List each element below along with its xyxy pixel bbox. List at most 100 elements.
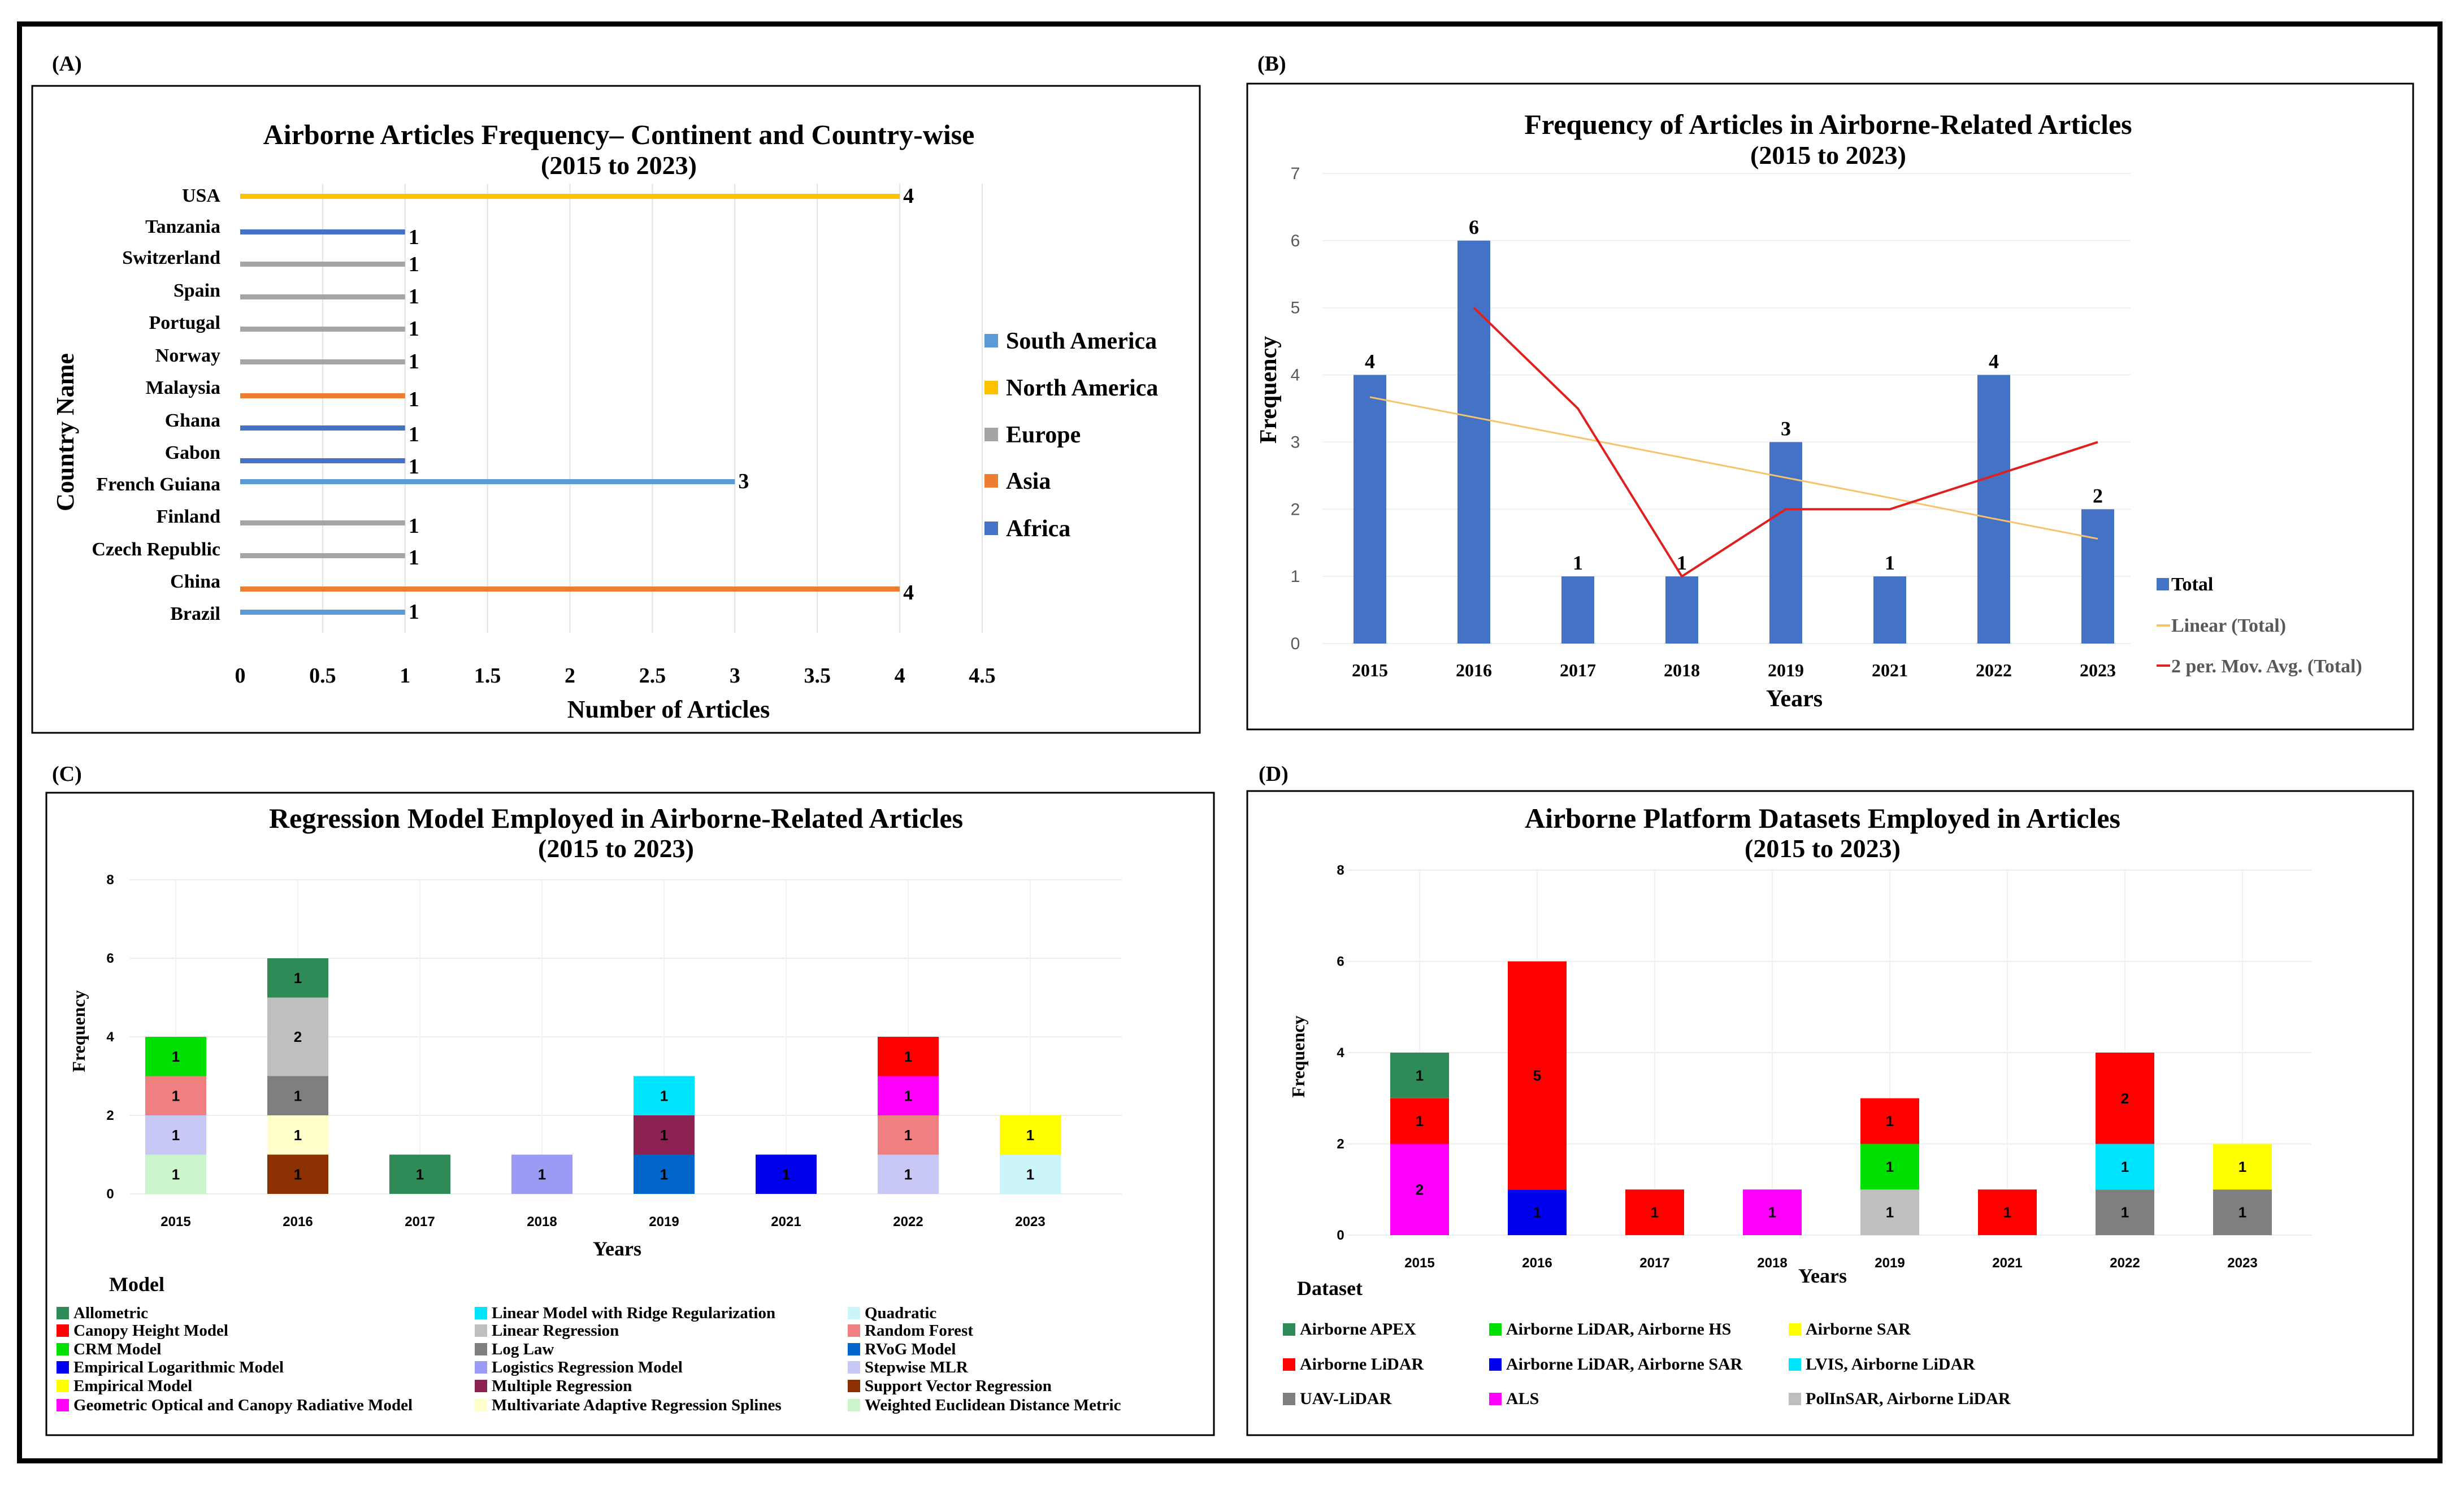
panel-c-legend-label: Weighted Euclidean Distance Metric <box>865 1396 1121 1414</box>
panel-c-title: Regression Model Employed in Airborne-Re… <box>269 802 963 834</box>
panel-a-bar <box>240 393 405 398</box>
panel-d-segment-label: 2 <box>2121 1090 2129 1107</box>
panel-c-bar-segment <box>878 1037 939 1076</box>
panel-d-y-tick: 4 <box>1337 1045 1344 1061</box>
panel-d-y-axis-title: Frequency <box>1288 1015 1308 1097</box>
panel-a-bar <box>240 327 405 332</box>
panel-c-bar-segment <box>878 1154 939 1194</box>
panel-c-label: (C) <box>52 762 82 786</box>
panel-a-x-tick: 0 <box>235 664 246 688</box>
panel-c-legend-label: RVoG Model <box>865 1340 956 1358</box>
panel-c-legend-label: CRM Model <box>73 1340 161 1358</box>
panel-d-x-tick: 2021 <box>1992 1255 2022 1271</box>
panel-d-segment-label: 1 <box>1768 1204 1776 1221</box>
panel-c-x-axis-title: Years <box>593 1237 641 1260</box>
panel-a-bar <box>240 425 405 431</box>
panel-b-x-axis-title: Years <box>1766 686 1823 712</box>
panel-a-category-label: Brazil <box>170 603 220 624</box>
panel-a-category-label: USA <box>182 185 220 206</box>
panel-c-x-tick: 2022 <box>893 1214 923 1229</box>
panel-c-frame <box>45 792 1215 1436</box>
panel-b-y-tick: 1 <box>1291 567 1300 586</box>
panel-b-bar <box>1665 576 1698 644</box>
panel-b-bar <box>1457 240 1490 644</box>
panel-d-segment-label: 2 <box>1416 1181 1424 1198</box>
panel-c-segment-label: 1 <box>660 1127 668 1144</box>
panel-d-segment-label: 1 <box>1416 1113 1424 1129</box>
panel-d-legend-title: Dataset <box>1297 1277 1363 1300</box>
panel-a-bar <box>240 294 405 299</box>
panel-d-y-tick: 2 <box>1337 1137 1344 1152</box>
panel-c-legend-swatch <box>475 1324 487 1337</box>
panel-c-legend-swatch <box>57 1380 69 1392</box>
panel-a-x-tick: 1 <box>400 664 410 688</box>
panel-d-y-tick: 8 <box>1337 863 1344 878</box>
panel-b-bar <box>1354 375 1386 644</box>
panel-c-y-tick: 4 <box>106 1029 114 1045</box>
panel-a-bar <box>240 479 735 484</box>
panel-d-bar-segment <box>1508 961 1567 1190</box>
panel-d-segment-label: 1 <box>2121 1204 2129 1221</box>
panel-c-legend-label: Empirical Logarithmic Model <box>73 1358 284 1376</box>
panel-b-subtitle: (2015 to 2023) <box>1750 141 1906 170</box>
panel-a-category-label: French Guiana <box>97 474 220 495</box>
panel-d-segment-label: 1 <box>2003 1204 2011 1221</box>
panel-c-bar-segment <box>267 1076 328 1115</box>
panel-b-legend-label: Linear (Total) <box>2171 615 2286 636</box>
panel-b-y-tick: 6 <box>1291 232 1300 250</box>
panel-b-data-label: 1 <box>1573 551 1583 574</box>
panel-d-label: (D) <box>1259 762 1289 786</box>
panel-d-x-tick: 2016 <box>1522 1255 1552 1271</box>
panel-d-frame <box>1246 790 2414 1436</box>
panel-a-bar <box>240 586 900 592</box>
panel-a-subtitle: (2015 to 2023) <box>541 151 697 180</box>
panel-c-y-tick: 0 <box>106 1187 114 1202</box>
panel-d-bar-segment <box>1860 1098 1919 1144</box>
panel-d-bar-segment <box>2096 1189 2154 1235</box>
panel-c-legend-swatch <box>848 1324 860 1337</box>
panel-c-legend-label: Empirical Model <box>73 1377 192 1395</box>
panel-d-bar-segment <box>1390 1098 1449 1144</box>
panel-a-data-label: 4 <box>903 184 914 208</box>
panel-a-data-label: 1 <box>409 253 419 276</box>
panel-c-segment-label: 1 <box>782 1166 790 1183</box>
panel-c-bar-segment <box>145 1115 206 1155</box>
panel-d-bar-segment <box>2096 1144 2154 1190</box>
panel-c-legend-swatch <box>848 1361 860 1374</box>
panel-c-legend-swatch <box>57 1399 69 1411</box>
panel-c-bar-segment <box>267 997 328 1076</box>
panel-a-bar <box>240 610 405 615</box>
panel-c-x-tick: 2019 <box>649 1214 679 1229</box>
panel-b-line-linear-trend <box>1369 396 2098 540</box>
panel-d-segment-label: 1 <box>1886 1158 1894 1175</box>
panel-c-legend-label: Linear Regression <box>492 1322 619 1340</box>
panel-a-data-label: 1 <box>409 514 419 538</box>
panel-a-bar <box>240 194 900 199</box>
panel-c-y-tick: 8 <box>106 872 114 888</box>
panel-b-y-tick: 7 <box>1291 164 1300 183</box>
panel-d-legend-swatch <box>1283 1323 1295 1336</box>
panel-a-legend-swatch <box>984 428 998 441</box>
panel-a-data-label: 1 <box>409 350 419 373</box>
panel-c-legend-swatch <box>57 1307 69 1319</box>
panel-d-legend-swatch <box>1283 1393 1295 1405</box>
panel-a-legend-label: South America <box>1006 328 1157 354</box>
panel-c-x-tick: 2016 <box>283 1214 313 1229</box>
panel-c-segment-label: 1 <box>538 1166 546 1183</box>
panel-c-legend-swatch <box>57 1324 69 1337</box>
panel-b-y-tick: 4 <box>1291 366 1300 385</box>
panel-c-segment-label: 1 <box>172 1166 180 1183</box>
panel-c-bar-segment <box>145 1076 206 1115</box>
panel-b-bar <box>2081 509 2114 644</box>
panel-d-x-tick: 2022 <box>2110 1255 2140 1271</box>
panel-c-bar-segment <box>145 1154 206 1194</box>
panel-a-bar <box>240 458 405 463</box>
panel-d-subtitle: (2015 to 2023) <box>1745 834 1901 863</box>
panel-c-legend-label: Multiple Regression <box>492 1377 632 1395</box>
panel-d-x-tick: 2017 <box>1639 1255 1669 1271</box>
panel-a-category-label: Czech Republic <box>92 539 220 560</box>
panel-c-segment-label: 1 <box>1026 1127 1034 1144</box>
panel-c-segment-label: 1 <box>172 1048 180 1065</box>
panel-a-data-label: 1 <box>409 455 419 479</box>
panel-b-bar <box>1561 576 1594 644</box>
